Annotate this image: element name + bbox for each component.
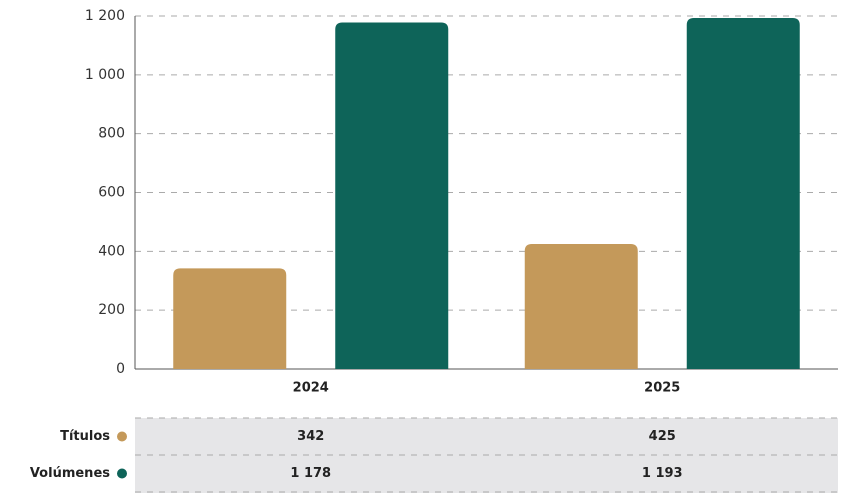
legend-label: Títulos [60,429,110,444]
y-tick-label: 0 [116,361,125,377]
bar [686,18,800,369]
bar [173,268,287,369]
y-tick-label: 800 [98,126,125,142]
table-value: 342 [297,429,324,444]
legend-label: Volúmenes [30,466,110,481]
bar [524,243,638,369]
legend-swatch [117,431,127,442]
legend-swatch [117,468,127,479]
y-tick-label: 1 200 [85,8,125,24]
y-tick-label: 200 [98,302,125,318]
table-value: 425 [649,429,676,444]
table-value: 1 178 [290,466,331,481]
bar [335,22,449,369]
x-tick-label: 2024 [293,381,329,396]
y-tick-label: 400 [98,243,125,259]
table-value: 1 193 [642,466,683,481]
x-tick-label: 2025 [644,381,680,396]
y-tick-label: 1 000 [85,67,125,83]
y-tick-label: 600 [98,185,125,201]
